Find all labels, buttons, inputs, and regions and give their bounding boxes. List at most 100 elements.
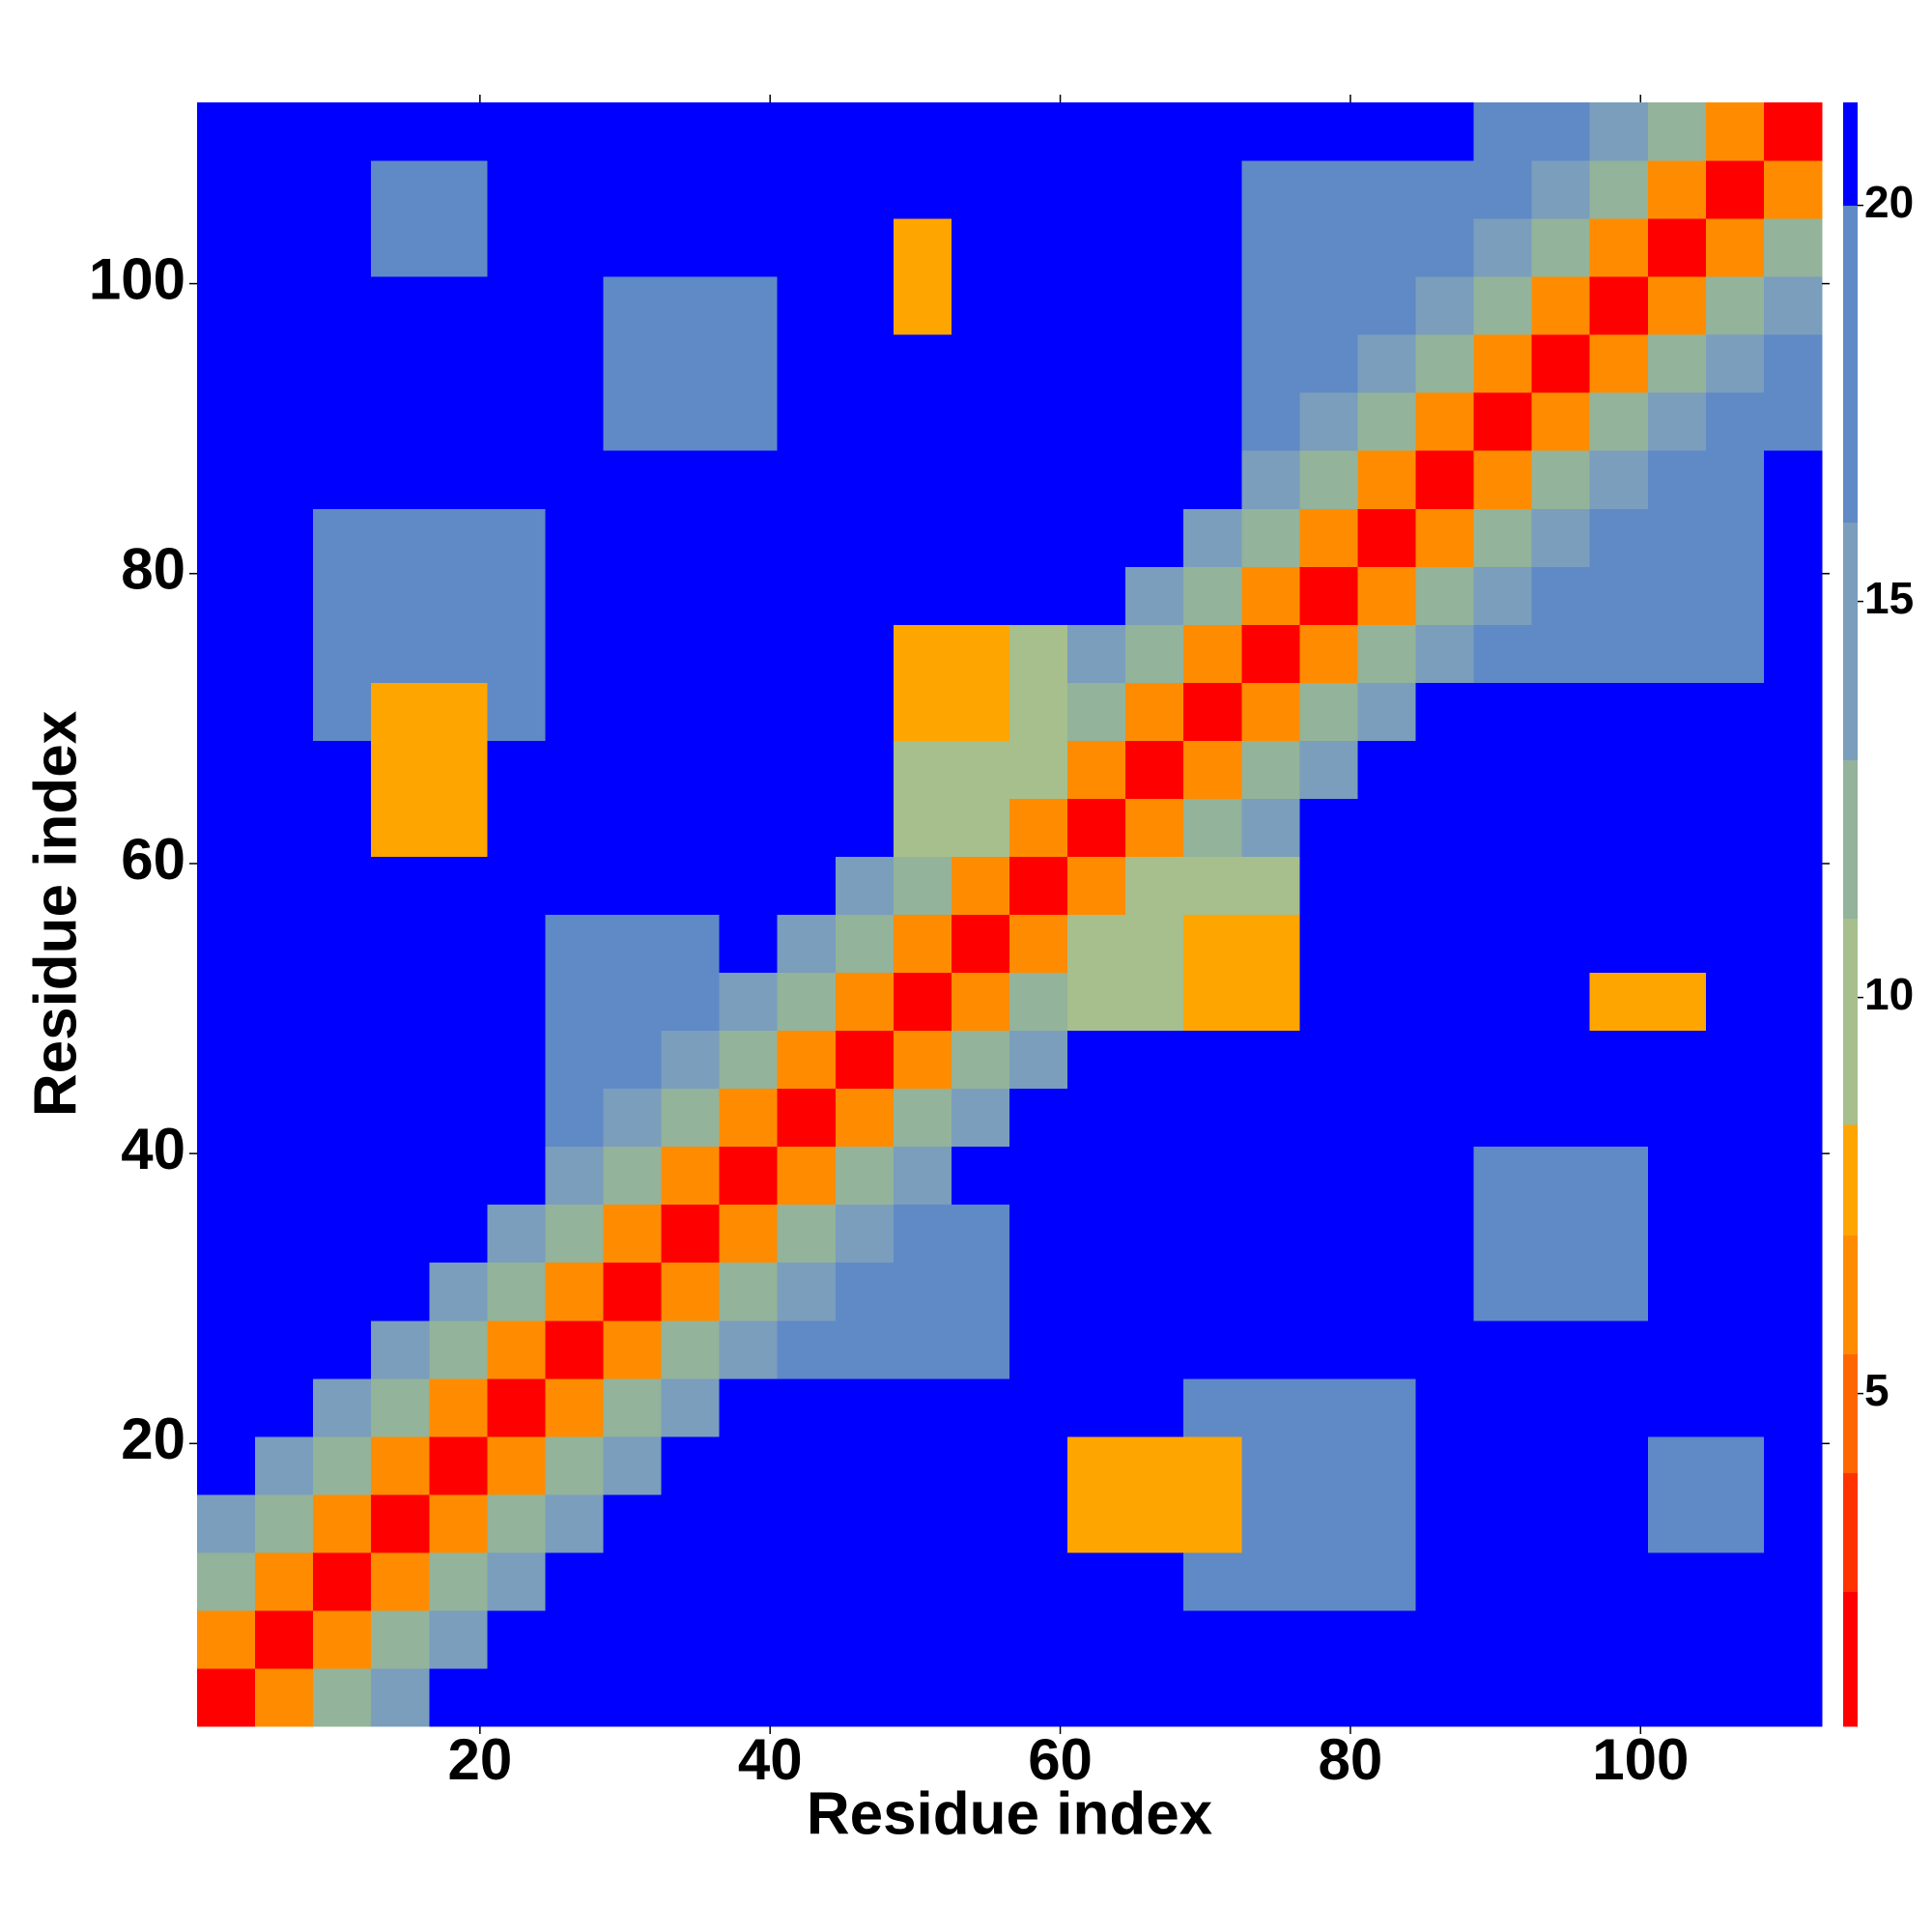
heatmap-cell	[197, 682, 256, 741]
heatmap-cell	[1415, 1320, 1475, 1379]
heatmap-cell	[1705, 1262, 1765, 1321]
heatmap-cell	[545, 1088, 604, 1148]
heatmap-cell	[1589, 334, 1649, 393]
heatmap-cell	[487, 1262, 546, 1321]
heatmap-cell	[835, 856, 895, 915]
heatmap-cell	[1241, 1493, 1300, 1553]
heatmap-cell	[545, 1262, 604, 1321]
heatmap-cell	[255, 276, 314, 335]
heatmap-cell	[1183, 1262, 1242, 1321]
heatmap-cell	[1763, 1262, 1823, 1321]
heatmap-cell	[1067, 1609, 1126, 1669]
heatmap-cell	[1009, 1030, 1068, 1090]
heatmap-cell	[197, 160, 256, 219]
heatmap-cell	[661, 1551, 721, 1611]
heatmap-cell	[1763, 1146, 1823, 1206]
heatmap-cell	[1647, 972, 1707, 1032]
heatmap-cell	[661, 1146, 721, 1206]
heatmap-cell	[313, 740, 372, 799]
x-axis-label: Residue index	[807, 1780, 1213, 1847]
heatmap-cell	[429, 1262, 488, 1321]
heatmap-cell	[1009, 1378, 1068, 1437]
heatmap-cell	[1531, 392, 1591, 451]
heatmap-cell	[1763, 798, 1823, 857]
heatmap-cell	[313, 1262, 372, 1321]
heatmap-cell	[1299, 1551, 1358, 1611]
heatmap-cell	[603, 276, 663, 335]
heatmap-cell	[1183, 102, 1242, 161]
heatmap-cell	[487, 1320, 546, 1379]
heatmap-cell	[371, 160, 430, 219]
heatmap-cell	[951, 276, 1010, 335]
heatmap-cell	[197, 1320, 256, 1379]
heatmap-cell	[1299, 1146, 1358, 1206]
heatmap-cell	[835, 1493, 895, 1553]
heatmap-cell	[1763, 1204, 1823, 1264]
heatmap-cell	[1125, 1493, 1184, 1553]
heatmap-cell	[951, 392, 1010, 451]
y-tick-label: 60	[121, 827, 185, 892]
heatmap-cell	[893, 392, 952, 451]
heatmap-cell	[255, 1030, 314, 1090]
heatmap-cell	[1705, 334, 1765, 393]
heatmap-cell	[197, 508, 256, 567]
heatmap-cell	[1705, 160, 1765, 219]
heatmap-cell	[1183, 1146, 1242, 1206]
heatmap-cell	[1589, 856, 1649, 915]
heatmap-cell	[1125, 624, 1184, 683]
heatmap-cell	[1647, 566, 1707, 625]
heatmap-cell	[1299, 1378, 1358, 1437]
heatmap-cell	[603, 1493, 663, 1553]
colorbar-band	[1843, 1472, 1858, 1593]
heatmap-cell	[371, 914, 430, 974]
heatmap-cell	[545, 856, 604, 915]
heatmap-cell	[603, 740, 663, 799]
heatmap-cell	[1009, 1204, 1068, 1264]
heatmap-cell	[1067, 392, 1126, 451]
heatmap-cell	[1241, 740, 1300, 799]
heatmap-cell	[1705, 1146, 1765, 1206]
heatmap-cell	[1009, 1609, 1068, 1669]
heatmap-cell	[1009, 334, 1068, 393]
heatmap-cell	[1589, 1030, 1649, 1090]
heatmap-cell	[487, 1493, 546, 1553]
heatmap-cell	[313, 1609, 372, 1669]
heatmap-cell	[835, 1609, 895, 1669]
heatmap-cell	[1067, 334, 1126, 393]
heatmap-cell	[487, 1378, 546, 1437]
heatmap-cell	[1589, 1551, 1649, 1611]
heatmap-cell	[487, 914, 546, 974]
heatmap-cell	[1241, 218, 1300, 277]
heatmap-cell	[1763, 1551, 1823, 1611]
heatmap-cell	[1125, 1378, 1184, 1437]
heatmap-cell	[1241, 450, 1300, 509]
heatmap-cell	[1647, 798, 1707, 857]
heatmap-cell	[661, 334, 721, 393]
heatmap-cell	[1067, 972, 1126, 1032]
heatmap-cell	[429, 1378, 488, 1437]
heatmap-cell	[719, 972, 779, 1032]
heatmap-cell	[1531, 566, 1591, 625]
heatmap-cell	[835, 1667, 895, 1727]
heatmap-cell	[1299, 914, 1358, 974]
heatmap-cell	[661, 1204, 721, 1264]
heatmap-cell	[313, 160, 372, 219]
colorbar-tick-label: 5	[1864, 1365, 1889, 1415]
heatmap-cell	[545, 1030, 604, 1090]
heatmap-cell	[429, 102, 488, 161]
colorbar-band	[1843, 1353, 1858, 1474]
heatmap-cell	[603, 1030, 663, 1090]
heatmap-cell	[1647, 1088, 1707, 1148]
heatmap-cell	[777, 1088, 837, 1148]
y-tick-label: 20	[121, 1406, 185, 1471]
heatmap-cell	[429, 1030, 488, 1090]
heatmap-cell	[1125, 856, 1184, 915]
heatmap-cell	[1299, 276, 1358, 335]
heatmap-cell	[777, 1030, 837, 1090]
heatmap-cell	[371, 276, 430, 335]
heatmap-cell	[1589, 450, 1649, 509]
heatmap-cell	[1009, 798, 1068, 857]
heatmap-cell	[545, 1204, 604, 1264]
heatmap-cell	[835, 508, 895, 567]
heatmap-cell	[1415, 1667, 1475, 1727]
